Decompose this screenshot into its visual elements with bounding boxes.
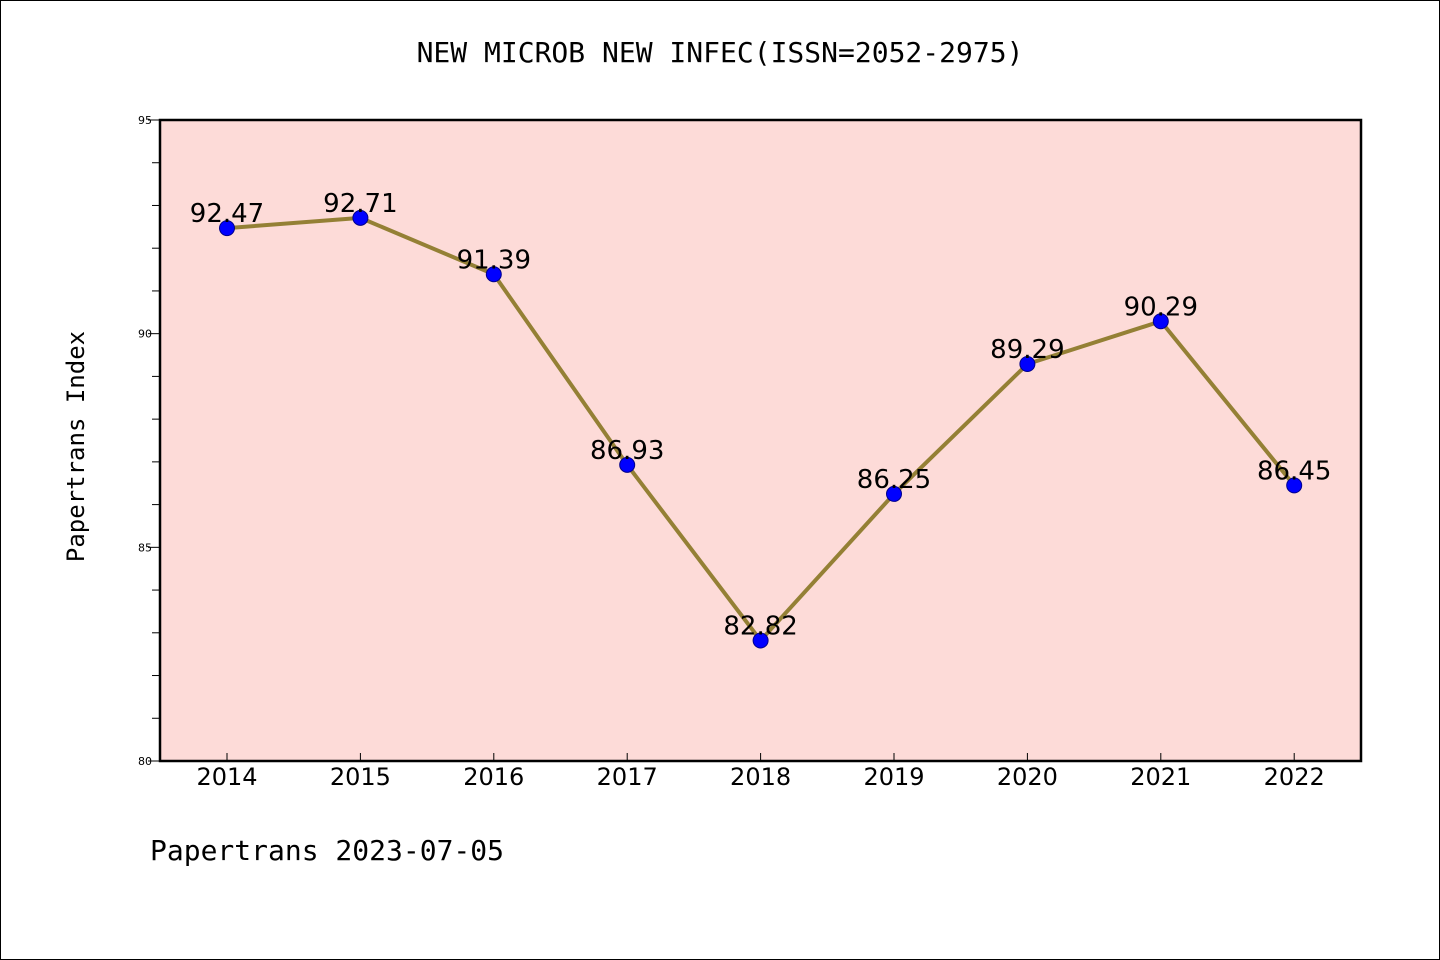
x-tick-label: 2015 (330, 763, 391, 791)
data-label: 89.29 (990, 335, 1064, 365)
data-label: 86.45 (1257, 456, 1331, 486)
x-tick-label: 2022 (1264, 763, 1325, 791)
y-tick-label: 80 (138, 755, 152, 768)
x-tick-label: 2019 (863, 763, 924, 791)
y-tick-label: 95 (138, 114, 152, 127)
data-point (1286, 477, 1303, 494)
data-label: 91.39 (457, 245, 531, 275)
x-tick-label: 2018 (730, 763, 791, 791)
data-point (219, 220, 235, 237)
footer-date: Papertrans 2023-07-05 (150, 834, 505, 867)
data-point (352, 209, 369, 226)
x-tick-label: 2017 (597, 763, 658, 791)
data-labels: 92.47 92.71 91.39 86.93 82.82 86.25 89.29 90.29… (190, 189, 1332, 642)
chart-title: NEW MICROB NEW INFEC(ISSN=2052-2975) (416, 36, 1024, 69)
data-point (619, 456, 636, 473)
data-label: 86.93 (590, 436, 664, 466)
data-label: 90.29 (1124, 292, 1198, 322)
data-label: 82.82 (723, 611, 797, 641)
data-label: 92.47 (190, 199, 264, 229)
series-markers (219, 209, 1303, 649)
x-tick-label: 2021 (1130, 763, 1191, 791)
x-tick-label: 2016 (463, 763, 524, 791)
y-tick-label: 85 (138, 541, 152, 554)
y-axis-ticks: 80 85 90 95 (138, 114, 160, 768)
data-label: 92.71 (323, 189, 397, 219)
data-label: 86.25 (857, 465, 931, 495)
data-point (1152, 313, 1169, 330)
data-point (485, 266, 502, 283)
x-tick-label: 2014 (196, 763, 257, 791)
data-point (886, 485, 902, 502)
x-axis-ticks: 2014 2015 2016 2017 2018 2019 2020 2021 2022 (196, 753, 1325, 791)
y-axis-label: Papertrans Index (62, 331, 90, 562)
x-tick-label: 2020 (997, 763, 1058, 791)
data-point (752, 632, 769, 649)
plot-border (158, 118, 1363, 763)
y-tick-label: 90 (138, 328, 152, 341)
data-point (1019, 356, 1036, 373)
plot-area (160, 120, 1361, 761)
